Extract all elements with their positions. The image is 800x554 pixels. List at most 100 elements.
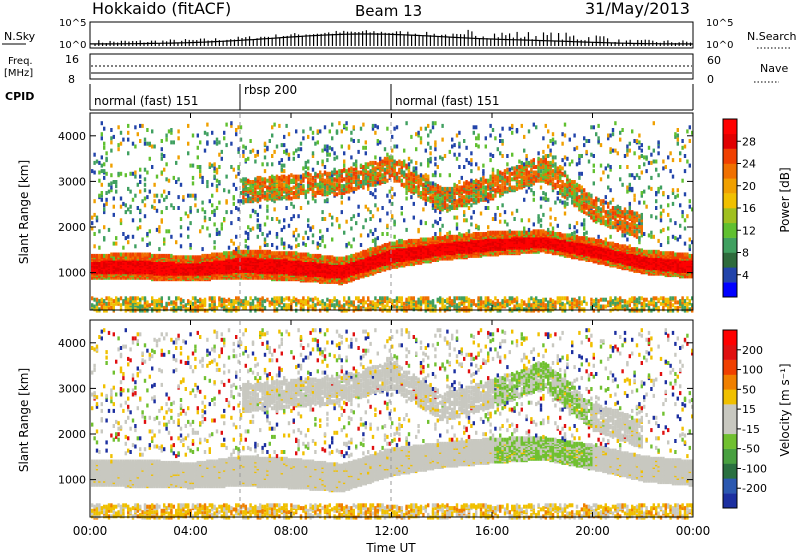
power-cell <box>139 218 142 223</box>
power-cell <box>328 177 331 182</box>
power-cell <box>163 167 166 172</box>
power-cell <box>139 167 142 172</box>
power-cell <box>323 184 327 189</box>
power-cell <box>287 223 291 228</box>
power-cell <box>110 181 113 186</box>
power-cell <box>177 296 180 301</box>
power-cell <box>261 177 264 182</box>
power-cell <box>388 163 391 168</box>
power-cell <box>98 301 101 306</box>
power-cell <box>290 201 293 206</box>
power-cell <box>323 170 327 175</box>
power-cell <box>297 192 300 197</box>
power-cell <box>374 203 377 208</box>
power-cell <box>263 222 267 227</box>
power-heatmap <box>91 121 694 313</box>
power-cell <box>218 200 221 205</box>
power-cell <box>175 296 178 301</box>
power-cell <box>287 152 291 157</box>
power-cell <box>165 137 168 142</box>
power-cell <box>283 182 286 187</box>
power-cell <box>213 301 216 306</box>
power-cell <box>107 189 111 194</box>
power-cell <box>91 296 94 301</box>
power-cell <box>283 149 286 154</box>
power-cell <box>175 180 178 184</box>
power-cell <box>124 173 127 178</box>
power-cell <box>345 308 348 313</box>
power-cell <box>424 173 427 178</box>
power-cell <box>357 304 360 309</box>
power-cell <box>184 255 187 260</box>
power-cell <box>249 182 252 187</box>
power-cell <box>321 162 324 167</box>
power-cell <box>127 123 130 128</box>
power-cell <box>103 253 106 258</box>
power-cell <box>107 227 111 232</box>
power-cell <box>352 214 355 219</box>
power-cell <box>407 156 411 161</box>
power-cell <box>220 226 223 231</box>
power-cell <box>343 191 346 195</box>
power-cell <box>323 307 327 312</box>
power-cell <box>295 193 298 198</box>
power-cell <box>280 296 283 301</box>
power-cell <box>110 305 113 310</box>
freq-unit-label: [MHz] <box>4 68 33 79</box>
power-cell <box>371 182 375 187</box>
power-cell <box>213 245 216 250</box>
power-cell <box>379 166 382 171</box>
power-cell <box>410 159 413 164</box>
power-cell <box>208 217 211 221</box>
power-cell <box>395 308 399 313</box>
power-cell <box>417 186 420 191</box>
power-cell <box>110 173 113 178</box>
power-cell <box>117 252 120 257</box>
power-cell <box>412 177 415 182</box>
power-cell <box>285 206 288 210</box>
power-cell <box>167 191 171 195</box>
power-cell <box>369 210 372 215</box>
power-cell <box>146 141 149 146</box>
power-cell <box>359 170 363 175</box>
power-cell <box>143 182 147 187</box>
power-cell <box>100 163 103 168</box>
power-cell <box>259 175 262 180</box>
power-cell <box>271 217 274 221</box>
power-cell <box>275 178 279 183</box>
power-cell <box>410 134 413 139</box>
power-cell <box>215 178 219 183</box>
power-cell <box>381 159 384 164</box>
power-cell <box>223 297 226 302</box>
power-cell <box>391 241 394 246</box>
power-cell <box>93 244 96 249</box>
power-cell <box>247 225 250 230</box>
power-cell <box>355 166 358 171</box>
power-cell <box>247 300 250 305</box>
power-cell <box>175 160 178 165</box>
power-cell <box>328 152 331 157</box>
power-cell <box>115 180 118 184</box>
power-cell <box>105 296 108 301</box>
power-cell <box>218 140 221 145</box>
power-cell <box>427 177 430 182</box>
power-cell <box>244 296 247 301</box>
power-cell <box>331 222 334 227</box>
power-cell <box>268 249 271 254</box>
power-cell <box>307 303 310 308</box>
power-cell <box>211 296 214 301</box>
power-cell <box>187 151 190 156</box>
power-cell <box>184 305 187 310</box>
power-cell <box>91 215 94 220</box>
power-cell <box>273 207 276 212</box>
power-cell <box>386 167 389 172</box>
power-cell <box>424 299 427 304</box>
power-cell <box>307 171 310 176</box>
power-cell <box>103 175 106 180</box>
power-cell <box>235 132 238 137</box>
power-cell <box>244 145 247 150</box>
power-cell <box>328 303 331 308</box>
power-cell <box>364 175 367 180</box>
power-cell <box>285 192 288 197</box>
power-cell <box>302 241 305 246</box>
